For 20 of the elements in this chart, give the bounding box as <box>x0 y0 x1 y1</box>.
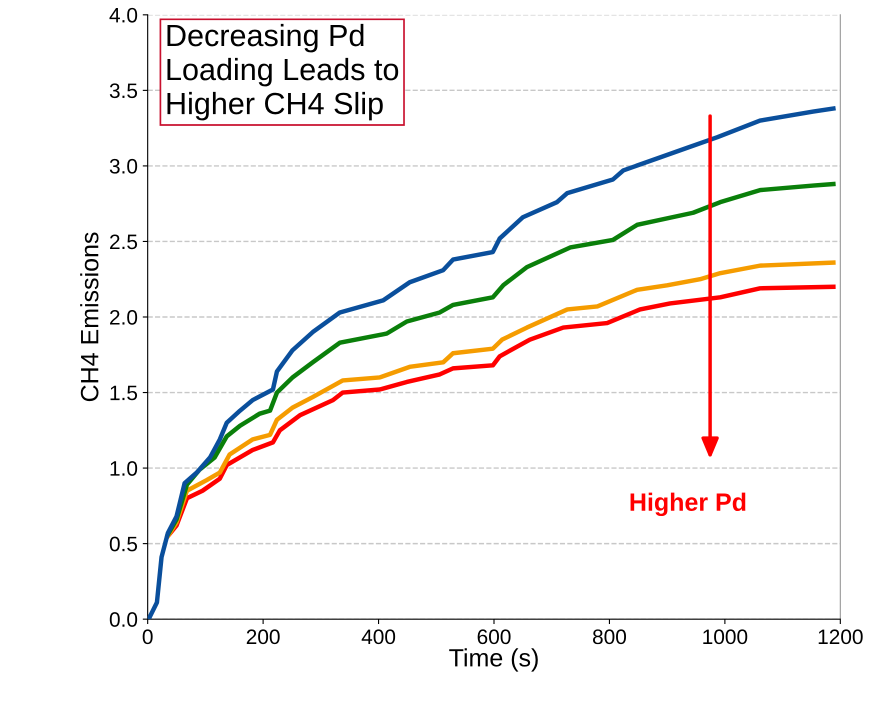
annotation: Higher Pd <box>630 492 746 516</box>
y-tick-label: 2.0 <box>110 310 138 325</box>
x-tick-label: 600 <box>478 629 511 644</box>
annotation: Decreasing Pd Loading Leads to Higher CH4 Slip <box>167 24 398 120</box>
x-tick-label: 0 <box>142 629 153 644</box>
x-tick-label: 800 <box>592 629 626 644</box>
x-axis-title: Time (s) <box>449 648 538 672</box>
x-tick-label: 400 <box>362 629 396 644</box>
x-tick-label: 1200 <box>818 629 863 644</box>
y-tick-label: 3.5 <box>110 83 138 98</box>
y-tick-label: 2.5 <box>110 234 138 250</box>
x-tick-label: 1000 <box>703 629 748 644</box>
y-tick-label: 4.0 <box>109 8 138 23</box>
y-tick-label: 0.0 <box>110 612 138 627</box>
y-tick-label: 1.5 <box>110 386 138 400</box>
x-tick-label: 200 <box>246 629 280 644</box>
y-tick-label: 1.0 <box>110 461 138 476</box>
y-axis-title: CH4 Emissions <box>80 232 98 402</box>
y-tick-label: 3.0 <box>110 158 138 174</box>
y-tick-label: 0.5 <box>110 536 138 552</box>
